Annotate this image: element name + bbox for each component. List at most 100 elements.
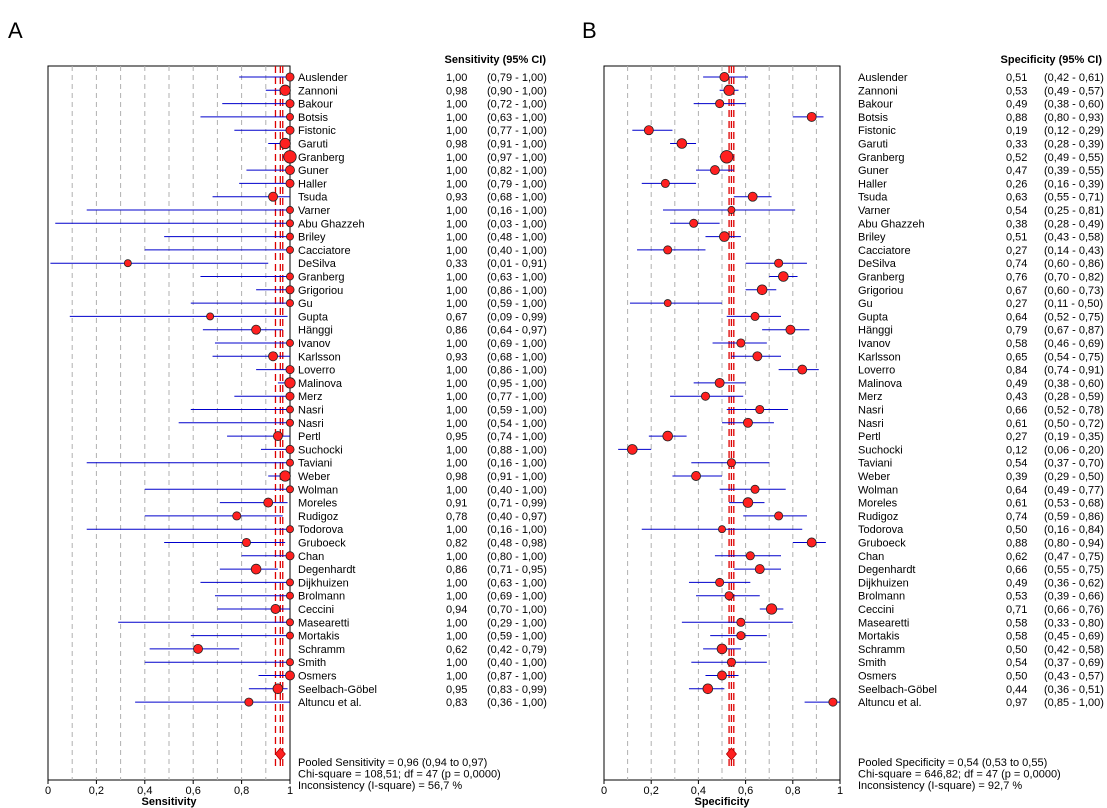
study-name: Granberg xyxy=(858,152,904,164)
study-row: Auslender 1,00 (0,79 - 1,00) xyxy=(239,72,547,84)
study-name: Degenhardt xyxy=(298,564,356,576)
study-row: Briley 1,00 (0,48 - 1,00) xyxy=(164,232,547,244)
x-tick-label: 0,2 xyxy=(89,785,104,797)
forest-panel-b: B Specificity (95% CI) 0 0,2 0,4 0,6 0,8 1 Speci… xyxy=(582,18,1104,808)
study-value: 0,94 xyxy=(446,604,467,616)
study-ci: (0,29 - 1,00) xyxy=(487,617,547,629)
study-value: 1,00 xyxy=(446,458,467,470)
point-estimate-marker xyxy=(627,444,638,455)
study-ci: (0,77 - 1,00) xyxy=(487,391,547,403)
study-ci: (0,11 - 0,50) xyxy=(1044,298,1103,310)
forest-panel-a: A Sensitivity (95% CI) 0 0,2 0,4 0,6 0,8 1 Sensi… xyxy=(8,18,547,808)
x-tick-label: 1 xyxy=(837,785,843,797)
column-header: Specificity (95% CI) xyxy=(1001,54,1103,66)
study-ci: (0,28 - 0,59) xyxy=(1044,391,1104,403)
study-name: Botsis xyxy=(858,112,888,124)
study-name: Bakour xyxy=(858,99,893,111)
point-estimate-marker xyxy=(736,617,746,627)
study-ci: (0,74 - 0,91) xyxy=(1044,365,1104,377)
study-value: 1,00 xyxy=(446,365,467,377)
study-name: Cacciatore xyxy=(858,245,911,257)
study-row: Granberg 0,52 (0,49 - 0,55) xyxy=(719,150,1104,164)
study-ci: (0,59 - 0,86) xyxy=(1044,511,1104,523)
point-estimate-marker xyxy=(676,138,688,149)
study-name: Karlsson xyxy=(858,351,901,363)
study-name: Hänggi xyxy=(858,325,893,337)
study-name: Todorova xyxy=(858,524,904,536)
study-row: Hänggi 0,86 (0,64 - 0,97) xyxy=(202,325,547,337)
study-value: 0,27 xyxy=(1006,245,1027,257)
point-estimate-marker xyxy=(727,206,736,214)
study-ci: (0,40 - 1,00) xyxy=(487,484,547,496)
study-ci: (0,80 - 0,93) xyxy=(1044,112,1104,124)
study-value: 0,95 xyxy=(446,684,467,696)
study-ci: (0,67 - 0,87) xyxy=(1044,325,1104,337)
point-estimate-marker xyxy=(663,245,673,255)
study-row: Weber 0,98 (0,91 - 1,00) xyxy=(268,470,547,483)
x-tick-label: 0,4 xyxy=(137,785,152,797)
study-row: DeSilva 0,33 (0,01 - 0,91) xyxy=(50,258,547,270)
study-ci: (0,55 - 0,75) xyxy=(1044,564,1104,576)
study-value: 0,27 xyxy=(1006,431,1027,443)
point-estimate-marker xyxy=(747,191,758,202)
study-value: 1,00 xyxy=(446,205,467,217)
study-value: 0,83 xyxy=(446,697,467,709)
study-name: Varner xyxy=(858,205,891,217)
study-row: Gupta 0,64 (0,52 - 0,75) xyxy=(726,311,1104,323)
study-row: Chan 1,00 (0,80 - 1,00) xyxy=(241,551,547,563)
pooled-diamond xyxy=(725,747,737,761)
study-row: Haller 0,26 (0,16 - 0,39) xyxy=(641,178,1104,190)
study-value: 1,00 xyxy=(446,178,467,190)
study-name: Grigoriou xyxy=(298,285,343,297)
study-ci: (0,42 - 0,79) xyxy=(487,644,547,656)
study-name: Chan xyxy=(858,551,884,563)
point-estimate-marker xyxy=(279,84,291,96)
study-value: 0,66 xyxy=(1006,564,1027,576)
point-estimate-marker xyxy=(765,603,778,615)
study-row: Varner 0,54 (0,25 - 0,81) xyxy=(663,205,1104,217)
study-value: 0,88 xyxy=(1006,538,1027,550)
study-ci: (0,01 - 0,91) xyxy=(487,258,547,270)
study-name: Brolmann xyxy=(858,591,905,603)
study-row: Altuncu et al. 0,97 (0,85 - 1,00) xyxy=(804,697,1104,709)
study-ci: (0,42 - 0,61) xyxy=(1044,72,1104,84)
study-name: Wolman xyxy=(298,484,338,496)
point-estimate-marker xyxy=(778,271,789,282)
study-ci: (0,86 - 1,00) xyxy=(487,365,547,377)
point-estimate-marker xyxy=(718,525,726,534)
point-estimate-marker xyxy=(272,683,284,695)
study-name: Mortakis xyxy=(298,631,340,643)
study-ci: (0,70 - 0,82) xyxy=(1044,272,1104,284)
point-estimate-marker xyxy=(286,578,294,587)
study-value: 1,00 xyxy=(446,152,467,164)
study-name: Suchocki xyxy=(858,444,903,456)
study-row: Tsuda 0,93 (0,68 - 1,00) xyxy=(212,191,547,204)
study-value: 0,50 xyxy=(1006,644,1027,656)
study-row: Nasri 1,00 (0,54 - 1,00) xyxy=(178,418,547,430)
point-estimate-marker xyxy=(268,191,278,202)
point-estimate-marker xyxy=(745,551,755,561)
study-ci: (0,19 - 0,35) xyxy=(1044,431,1104,443)
study-name: Granberg xyxy=(298,272,344,284)
summary-line: Chi-square = 108,51; df = 47 (p = 0,0000… xyxy=(298,769,501,781)
study-value: 0,50 xyxy=(1006,671,1027,683)
study-value: 0,63 xyxy=(1006,192,1027,204)
study-value: 0,84 xyxy=(1006,365,1027,377)
study-ci: (0,16 - 1,00) xyxy=(487,458,547,470)
point-estimate-marker xyxy=(206,312,215,321)
study-ci: (0,69 - 1,00) xyxy=(487,338,547,350)
study-ci: (0,83 - 0,99) xyxy=(487,684,547,696)
study-ci: (0,53 - 0,68) xyxy=(1044,498,1104,510)
study-name: Masearetti xyxy=(858,617,909,629)
study-name: Karlsson xyxy=(298,351,341,363)
study-row: Zannoni 0,53 (0,49 - 0,57) xyxy=(719,84,1104,97)
column-header: Sensitivity (95% CI) xyxy=(445,54,547,66)
study-row: Karlsson 0,65 (0,54 - 0,75) xyxy=(731,351,1104,363)
point-estimate-marker xyxy=(286,591,294,600)
study-ci: (0,54 - 0,75) xyxy=(1044,351,1104,363)
study-name: Schramm xyxy=(298,644,345,656)
study-name: Granberg xyxy=(858,272,904,284)
study-row: Merz 0,43 (0,28 - 0,59) xyxy=(670,391,1104,403)
study-ci: (0,79 - 1,00) xyxy=(487,72,547,84)
